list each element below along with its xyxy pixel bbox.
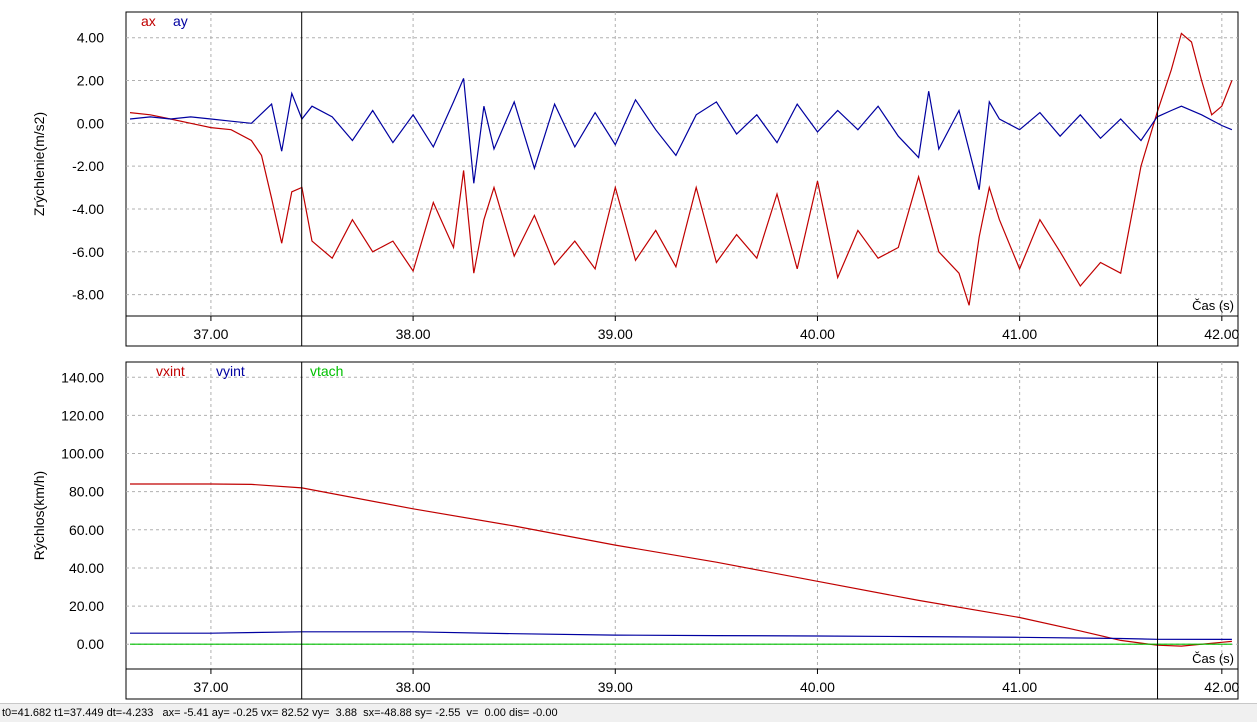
y-tick-label: -8.00 [72, 287, 104, 303]
y-axis-label: Zrýchlenie(m/s2) [31, 112, 47, 216]
series-line-vxint [130, 483, 1232, 647]
y-tick-label: 80.00 [69, 484, 104, 500]
legend-entry-ay: ay [173, 13, 188, 29]
x-tick-label: 39.00 [598, 679, 633, 695]
x-tick-label: 41.00 [1002, 679, 1037, 695]
y-tick-label: -2.00 [72, 158, 104, 174]
series-line-ay [129, 78, 1233, 190]
y-axis-label: Rýchlos(km/h) [31, 471, 47, 560]
y-tick-label: 100.00 [61, 446, 104, 462]
y-tick-label: 4.00 [77, 30, 104, 46]
x-axis-strip [125, 668, 1239, 700]
x-tick-label: 37.00 [193, 326, 228, 342]
legend-entry-vyint: vyint [216, 363, 245, 379]
x-tick-label: 38.00 [396, 326, 431, 342]
chart-panel-2: 140.00 120.00 100.00 80.00 60.00 40.00 20.00 0.… [31, 361, 1240, 700]
x-axis-label: Čas (s) [1192, 298, 1234, 313]
series-line-ax [129, 32, 1233, 306]
y-tick-label: -4.00 [72, 201, 104, 217]
plot-area [125, 361, 1239, 670]
x-tick-label: 42.00 [1204, 326, 1239, 342]
y-tick-label: 40.00 [69, 560, 104, 576]
legend-entry-vtach: vtach [310, 363, 343, 379]
chart-panel-1: 4.00 2.00 0.00 -2.00 -4.00 -6.00 -8.00 37.00 38.… [31, 11, 1240, 347]
y-tick-label: -6.00 [72, 244, 104, 260]
y-tick-label: 60.00 [69, 522, 104, 538]
x-tick-label: 42.00 [1204, 679, 1239, 695]
x-tick-label: 40.00 [800, 679, 835, 695]
x-tick-label: 39.00 [598, 326, 633, 342]
y-tick-label: 20.00 [69, 598, 104, 614]
legend-entry-ax: ax [141, 13, 156, 29]
status-bar: t0=41.682 t1=37.449 dt=-4.233 ax= -5.41 … [0, 703, 1257, 722]
x-tick-label: 37.00 [193, 679, 228, 695]
y-tick-label: 0.00 [77, 636, 104, 652]
plot-area [125, 11, 1239, 317]
y-tick-label: 140.00 [61, 369, 104, 385]
chart-canvas: 4.00 2.00 0.00 -2.00 -4.00 -6.00 -8.00 37.00 38.… [31, 11, 1240, 700]
x-tick-label: 38.00 [396, 679, 431, 695]
x-tick-label: 40.00 [800, 326, 835, 342]
x-axis-strip [125, 315, 1239, 347]
x-axis-label: Čas (s) [1192, 651, 1234, 666]
y-tick-label: 120.00 [61, 407, 104, 423]
y-tick-label: 2.00 [77, 73, 104, 89]
y-tick-label: 0.00 [77, 115, 104, 131]
x-tick-label: 41.00 [1002, 326, 1037, 342]
legend-entry-vxint: vxint [156, 363, 185, 379]
